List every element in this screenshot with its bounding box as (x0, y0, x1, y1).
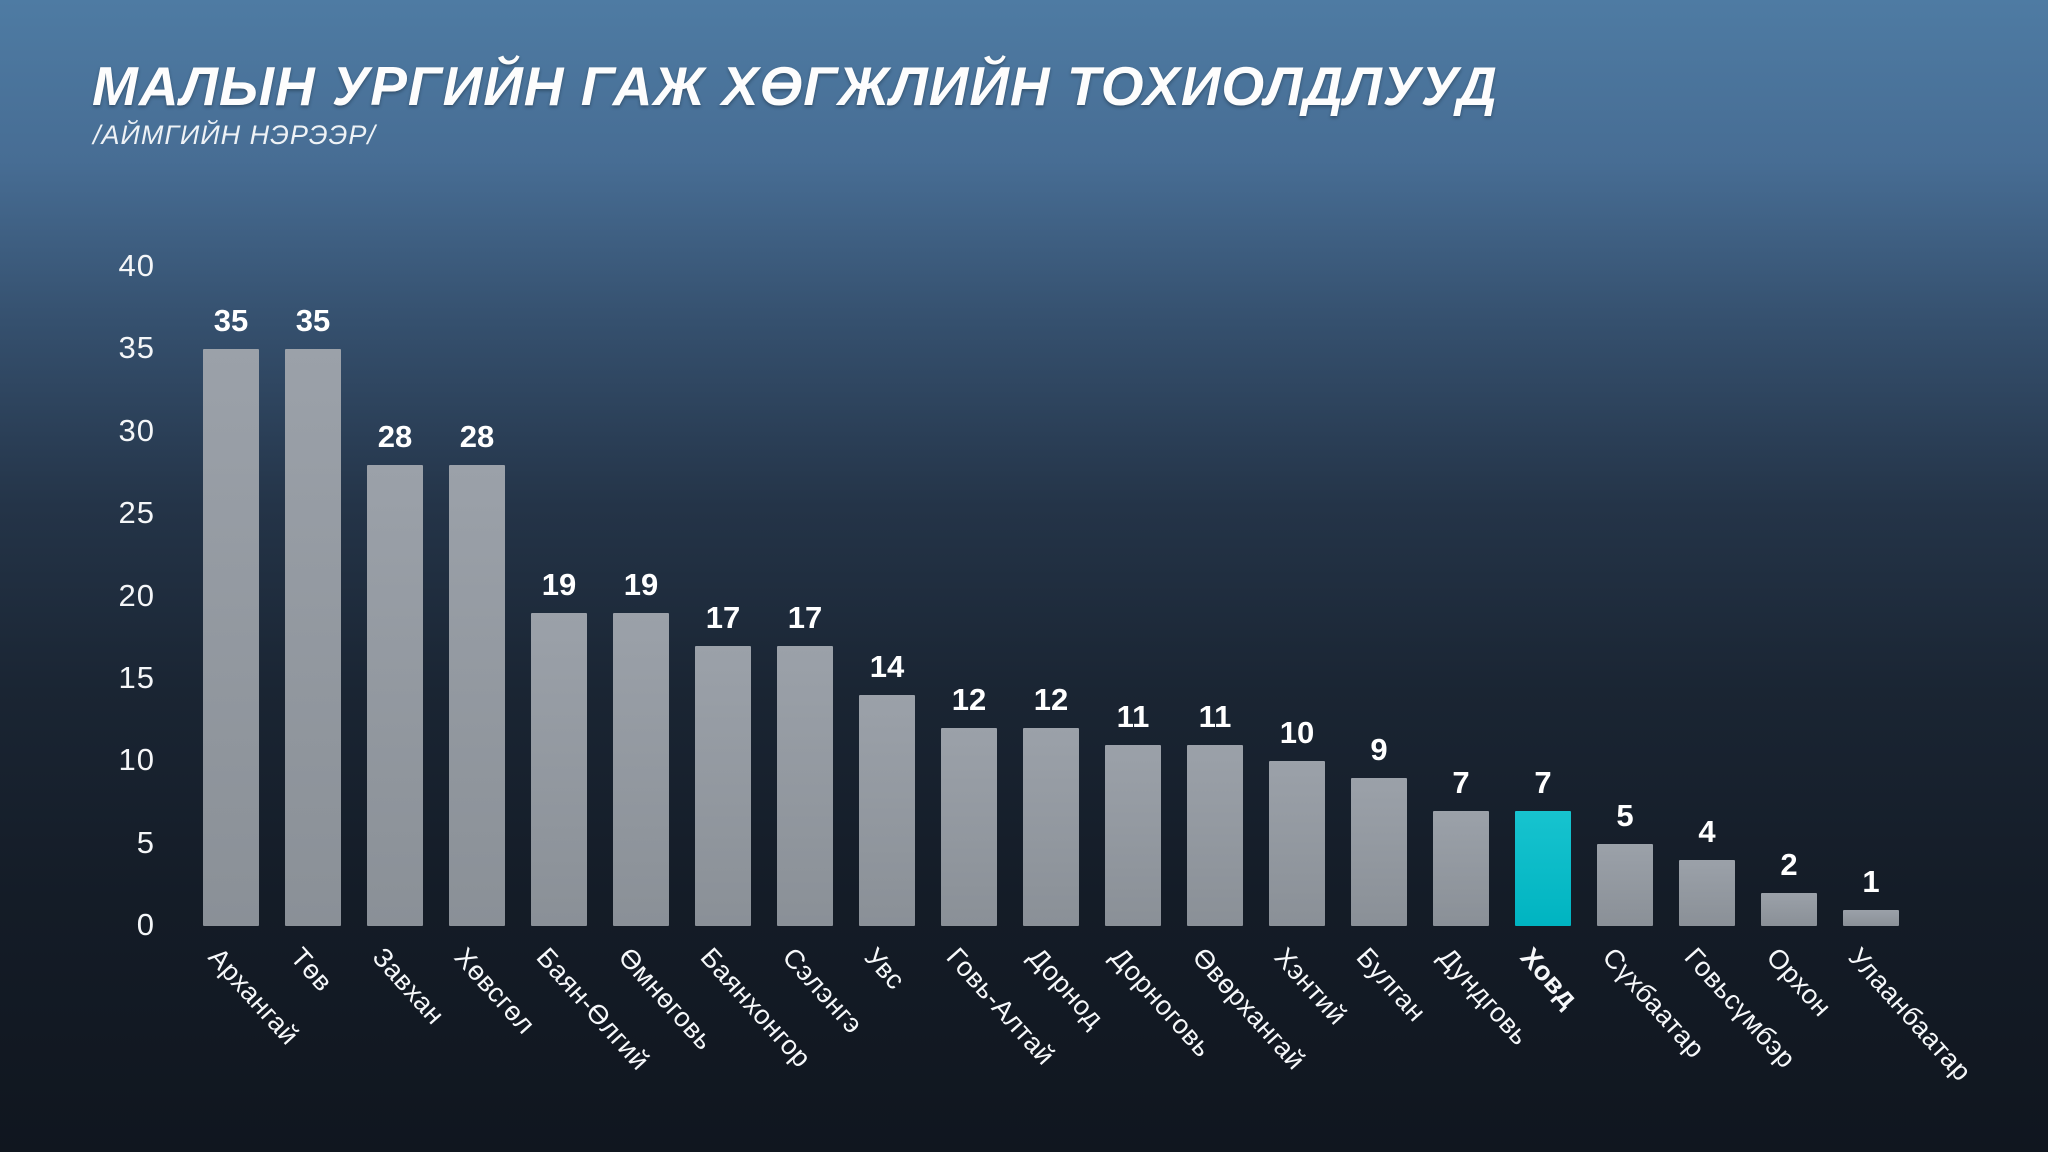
bar-highlighted (1515, 811, 1571, 926)
bar (613, 613, 669, 926)
bar-value-label: 12 (1033, 682, 1069, 717)
y-tick-label: 40 (118, 248, 155, 283)
bar-value-label: 19 (541, 567, 577, 602)
bar (531, 613, 587, 926)
bar (203, 349, 259, 926)
bar-value-label: 28 (459, 419, 495, 454)
bar (1269, 761, 1325, 926)
bar-value-label: 10 (1279, 715, 1315, 750)
bar (1187, 745, 1243, 926)
bar (1843, 910, 1899, 926)
bar (1761, 893, 1817, 926)
bar (941, 728, 997, 926)
x-tick-label: Булган (1350, 942, 1432, 1028)
bar-value-label: 17 (787, 600, 823, 635)
bar-value-label: 9 (1370, 732, 1388, 767)
x-tick-label: Дорнод (1022, 942, 1110, 1034)
bar (777, 646, 833, 926)
bar (449, 465, 505, 926)
y-tick-label: 25 (118, 495, 155, 531)
x-tick-label: Улаанбаатар (1842, 942, 1978, 1087)
page-title: МАЛЫН УРГИЙН ГАЖ ХӨГЖЛИЙН ТОХИОЛДЛУУД (92, 55, 1498, 117)
y-tick-label: 0 (136, 907, 155, 942)
bar (1433, 811, 1489, 926)
bar-value-label: 35 (295, 303, 331, 338)
bar-value-label: 11 (1198, 699, 1232, 734)
bar-value-label: 35 (213, 303, 249, 338)
bar-value-label: 4 (1698, 814, 1716, 849)
bar-value-label: 17 (705, 600, 741, 635)
bar (1679, 860, 1735, 926)
bar-value-label: 11 (1116, 699, 1150, 734)
y-tick-label: 5 (136, 824, 155, 860)
y-tick-label: 35 (118, 330, 155, 366)
y-tick-label: 20 (118, 577, 155, 613)
y-tick-label: 30 (118, 412, 155, 448)
y-tick-label: 10 (118, 742, 155, 778)
bar (1023, 728, 1079, 926)
y-tick-label: 15 (118, 659, 155, 695)
bar (859, 695, 915, 926)
bar-value-label: 14 (869, 649, 905, 684)
x-tick-label: Хэнтий (1268, 942, 1353, 1031)
x-tick-label: Ховд (1514, 942, 1584, 1015)
bar-value-label: 7 (1534, 765, 1552, 800)
bar-value-label: 5 (1616, 798, 1634, 833)
bar-value-label: 7 (1452, 765, 1470, 800)
x-tick-label: Завхан (366, 942, 451, 1031)
x-tick-label: Орхон (1760, 942, 1838, 1023)
bar (285, 349, 341, 926)
x-tick-label: Увс (858, 942, 911, 996)
bar-value-label: 19 (623, 567, 659, 602)
bar (1597, 844, 1653, 926)
page-subtitle: /АЙМГИЙН НЭРЭЭР/ (93, 120, 376, 150)
x-tick-label: Хөвсгөл (448, 942, 542, 1040)
bar (367, 465, 423, 926)
bar-value-label: 1 (1862, 864, 1880, 899)
bar (1351, 778, 1407, 926)
bar-value-label: 12 (951, 682, 987, 717)
bar-value-label: 28 (377, 419, 413, 454)
x-tick-label: Төв (284, 942, 339, 998)
bar (695, 646, 751, 926)
bar-value-label: 2 (1780, 847, 1798, 882)
bar (1105, 745, 1161, 926)
